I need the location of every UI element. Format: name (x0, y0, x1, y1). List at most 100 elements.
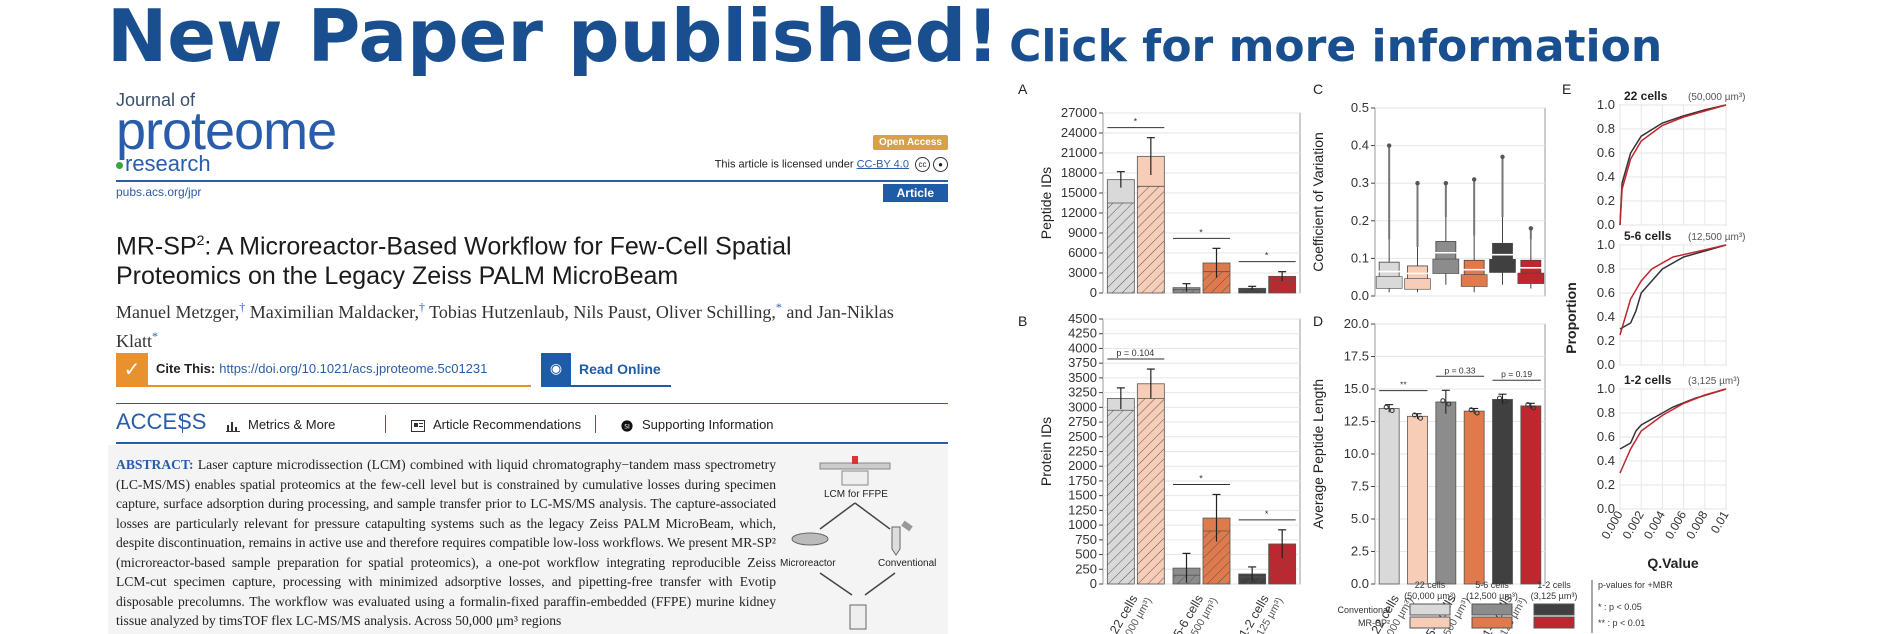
author-name[interactable]: Oliver Schilling, (655, 302, 776, 322)
chart-e-subplot-volume: (50,000 µm³) (1688, 92, 1745, 103)
journal-site-link[interactable]: pubs.acs.org/jpr (116, 185, 202, 199)
check-icon: ✓ (116, 353, 148, 385)
chart-b-ytick-label: 750 (1075, 532, 1097, 547)
article-icon (411, 419, 425, 432)
legend-volume: (50,000 µm³) (1404, 591, 1456, 601)
chart-e-subplot-title: 1-2 cells (1624, 373, 1672, 387)
chart-c-box-inner (1432, 258, 1460, 274)
chart-b-sig-label: * (1199, 473, 1203, 483)
attribution-icon: ● (933, 157, 948, 172)
chart-e-ytick-label: 0.8 (1597, 121, 1615, 136)
chart-d-point (1468, 407, 1474, 413)
access-top-rule (116, 403, 948, 404)
announcement-banner[interactable]: New Paper published! Click for more infor… (107, 0, 1662, 78)
doi-link[interactable]: https://doi.org/10.1021/acs.jproteome.5c… (219, 361, 488, 376)
chart-e-subplot-title: 22 cells (1624, 89, 1668, 103)
chart-e-ytick-label: 0.0 (1597, 501, 1615, 516)
chart-d-point (1531, 405, 1537, 411)
tab-metrics[interactable]: Metrics & More (226, 417, 335, 432)
banner-headline[interactable]: New Paper published! (107, 0, 1000, 78)
chart-d-ytick-label: 15.0 (1344, 381, 1369, 396)
chart-d-point (1474, 410, 1480, 416)
chart-d-ytick-label: 17.5 (1344, 349, 1369, 364)
chart-a-bar-hatch (1238, 290, 1266, 293)
chart-b-ytick-label: 2750 (1068, 414, 1097, 429)
author-name[interactable]: Maximilian Maldacker, (249, 302, 419, 322)
cc-icon: cc (915, 157, 930, 172)
chart-e-ytick-label: 1.0 (1597, 97, 1615, 112)
author-list: Manuel Metzger,† Maximilian Maldacker,† … (116, 295, 896, 353)
panel-letter-b: B (1018, 313, 1027, 329)
chart-d-point (1525, 402, 1531, 408)
tab-supporting-info[interactable]: SI Supporting Information (620, 417, 774, 432)
access-divider (182, 415, 183, 433)
chart-b-bar-hatch (1107, 410, 1135, 584)
title-superscript: 2 (196, 232, 205, 248)
chart-c-ytick-label: 0.3 (1351, 175, 1369, 190)
chart-b-sig-label: p = 0.104 (1116, 348, 1154, 358)
author-name[interactable]: Nils Paust, (573, 302, 652, 322)
license-link[interactable]: CC-BY 4.0 (856, 158, 909, 171)
chart-e-ytick-label: 0.6 (1597, 145, 1615, 160)
chart-b-ytick-label: 1250 (1068, 502, 1097, 517)
tab-divider-1 (385, 415, 386, 433)
results-figure: A030006000900012000150001800021000240002… (1018, 81, 1745, 634)
access-heading: ACCESS (116, 409, 207, 434)
chart-c-outlier-point (1443, 181, 1449, 186)
cite-this[interactable]: ✓ Cite This: https://doi.org/10.1021/acs.… (116, 353, 531, 387)
legend-swatch-conventional (1471, 603, 1513, 616)
chart-a-ytick-label: 6000 (1068, 245, 1097, 260)
chart-d-point (1389, 407, 1395, 413)
chart-d-ytick-label: 2.5 (1351, 544, 1369, 559)
chart-b-ytick-label: 500 (1075, 547, 1097, 562)
panel-letter-d: D (1313, 313, 1323, 329)
chart-d-sig-label: p = 0.19 (1501, 369, 1532, 379)
license-prefix: This article is licensed under (714, 158, 854, 171)
bar-chart-icon (226, 421, 240, 432)
chart-b-ytick-label: 2500 (1068, 429, 1097, 444)
chart-a-ytick-label: 9000 (1068, 225, 1097, 240)
chart-e-ytick-label: 0.2 (1597, 477, 1615, 492)
chart-c-ylabel: Coefficient of Variation (1310, 132, 1326, 272)
panel-letter-a: A (1018, 81, 1028, 97)
logo-dot-icon (116, 161, 123, 169)
chart-a-bar-hatch (1268, 281, 1296, 293)
banner-subline[interactable]: Click for more information (1009, 21, 1663, 72)
chart-e-ytick-label: 0.0 (1597, 357, 1615, 372)
chart-a-ytick-label: 27000 (1061, 105, 1097, 120)
author-name[interactable]: and Jan-Niklas Klatt (116, 302, 894, 351)
chart-d-point (1418, 415, 1423, 421)
chart-e-ytick-label: 1.0 (1597, 381, 1615, 396)
toc-graphic: LCM for FFPE Microreactor Conventional (780, 455, 945, 634)
toc-label-lcm: LCM for FFPE (824, 489, 888, 500)
globe-icon: ◉ (541, 353, 571, 385)
chart-e-ylabel: Proportion (1563, 282, 1579, 354)
chart-d-ytick-label: 0.0 (1351, 576, 1369, 591)
author-name[interactable]: Manuel Metzger, (116, 302, 240, 322)
chart-b-ytick-label: 0 (1090, 576, 1097, 591)
legend-row-conventional: Conventional (1337, 605, 1390, 615)
chart-d-bar (1435, 401, 1457, 585)
chart-d-bar (1407, 415, 1428, 585)
legend-group: 1-2 cells (1537, 580, 1571, 590)
legend-swatch-conventional (1533, 603, 1575, 616)
chart-b-ytick-label: 2000 (1068, 458, 1097, 473)
chart-e-subplot-title: 5-6 cells (1624, 229, 1672, 243)
chart-a-ytick-label: 3000 (1068, 265, 1097, 280)
chart-c-ytick-label: 0.0 (1351, 288, 1369, 303)
tab-recommendations-label: Article Recommendations (433, 417, 582, 432)
journal-logo-line1: Journal of (116, 90, 196, 110)
chart-c-box-inner (1517, 272, 1545, 284)
chart-e-ytick-label: 0.4 (1597, 169, 1615, 184)
chart-b-ytick-label: 1500 (1068, 488, 1097, 503)
chart-b-sig-label: * (1265, 509, 1269, 519)
header-rule (116, 180, 948, 182)
chart-a-sig-label: * (1134, 117, 1138, 127)
tab-recommendations[interactable]: Article Recommendations (411, 417, 581, 432)
chart-c-outlier-point (1471, 177, 1477, 182)
chart-e-ytick-label: 0.8 (1597, 261, 1615, 276)
read-online-button[interactable]: ◉ Read Online (541, 353, 671, 387)
panel-letter-c: C (1313, 81, 1323, 97)
author-name[interactable]: Tobias Hutzenlaub, (429, 302, 569, 322)
abstract-lead: ABSTRACT: (116, 457, 194, 472)
